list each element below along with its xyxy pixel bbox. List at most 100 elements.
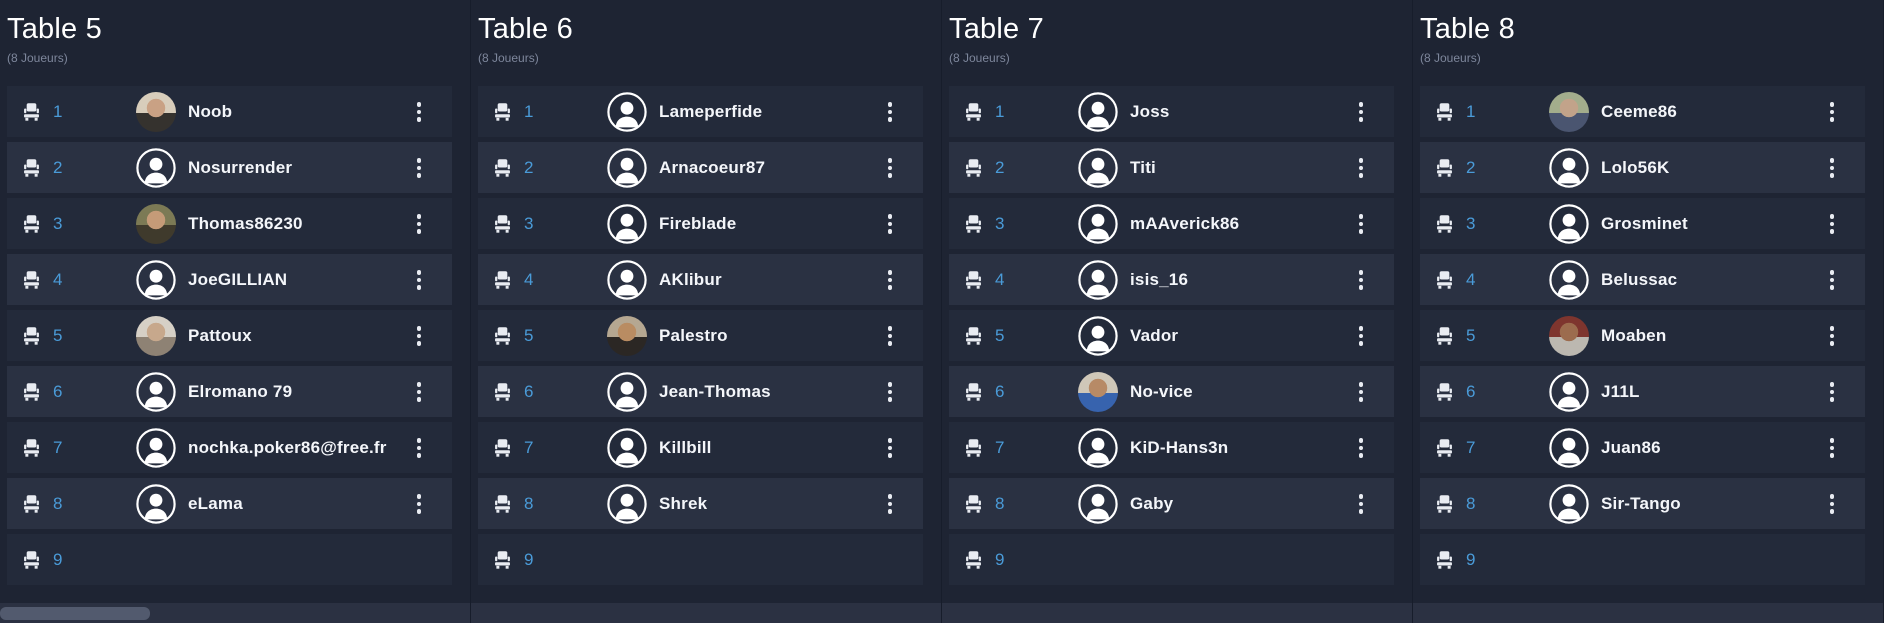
kebab-dot — [887, 326, 893, 331]
player-options-button[interactable] — [412, 210, 426, 238]
chair-icon — [24, 327, 39, 346]
player-options-button[interactable] — [883, 266, 897, 294]
kebab-dot — [887, 214, 893, 219]
table-player-count: (8 Joueurs) — [7, 51, 68, 66]
player-options-button[interactable] — [883, 98, 897, 126]
kebab-dot — [1829, 270, 1835, 275]
player-options-button[interactable] — [1354, 434, 1368, 462]
seat-number: 1 — [1466, 101, 1476, 121]
seat-row: 3 Thomas86230 — [7, 198, 452, 250]
kebab-dot — [887, 501, 893, 507]
player-name: Lameperfide — [659, 101, 763, 121]
player-options-button[interactable] — [1354, 266, 1368, 294]
player-avatar — [607, 92, 647, 132]
player-options-button[interactable] — [1825, 98, 1839, 126]
player-options-button[interactable] — [1354, 490, 1368, 518]
horizontal-scrollbar-thumb[interactable] — [0, 607, 150, 620]
player-options-button[interactable] — [1825, 154, 1839, 182]
seat-row: 1 Lameperfide — [478, 86, 923, 138]
player-options-button[interactable] — [1825, 434, 1839, 462]
player-name: mAAverick86 — [1130, 213, 1240, 233]
player-name: Shrek — [659, 493, 708, 513]
player-options-button[interactable] — [1825, 322, 1839, 350]
player-options-button[interactable] — [883, 322, 897, 350]
seat-row: 5 Moaben — [1420, 310, 1865, 362]
player-options-button[interactable] — [1825, 490, 1839, 518]
seat-cell: 8 — [21, 493, 136, 514]
player-options-button[interactable] — [412, 490, 426, 518]
seat-cell: 9 — [492, 549, 607, 570]
player-options-button[interactable] — [412, 154, 426, 182]
user-silhouette-icon — [136, 428, 176, 468]
kebab-dot — [416, 453, 422, 458]
player-options-button[interactable] — [412, 322, 426, 350]
table-title: Table 7 — [949, 13, 1044, 45]
seat-number: 4 — [995, 269, 1005, 289]
player-options-button[interactable] — [1825, 210, 1839, 238]
player-avatar — [136, 91, 176, 132]
seat-cell: 1 — [963, 101, 1078, 122]
seat-list: 1 Ceeme86 2 — [1420, 86, 1865, 586]
kebab-dot — [887, 333, 893, 339]
player-options-button[interactable] — [883, 378, 897, 406]
chair-icon — [24, 439, 39, 458]
kebab-dot — [416, 214, 422, 219]
player-options-button[interactable] — [412, 378, 426, 406]
player-options-button[interactable] — [412, 266, 426, 294]
kebab-dot — [1829, 494, 1835, 499]
seat-row: 2 Nosurrender — [7, 142, 452, 194]
kebab-dot — [1358, 494, 1364, 499]
player-options-button[interactable] — [412, 434, 426, 462]
player-options-button[interactable] — [883, 434, 897, 462]
kebab-dot — [1829, 453, 1835, 458]
player-avatar — [1549, 315, 1589, 356]
seat-number: 3 — [53, 213, 63, 233]
player-name: Belussac — [1601, 269, 1678, 289]
seat-row: 3 Fireblade — [478, 198, 923, 250]
seat-number: 9 — [995, 549, 1005, 569]
seat-cell: 1 — [21, 101, 136, 122]
seat-row: 1 Noob — [7, 86, 452, 138]
kebab-dot — [416, 326, 422, 331]
chair-icon — [495, 495, 510, 514]
player-options-button[interactable] — [883, 490, 897, 518]
seat-row: 7 Killbill — [478, 422, 923, 474]
chair-icon — [24, 271, 39, 290]
seat-cell: 4 — [1434, 269, 1549, 290]
seat-row: 7 nochka.poker86@free.fr — [7, 422, 452, 474]
player-options-button[interactable] — [1354, 322, 1368, 350]
chair-icon — [495, 383, 510, 402]
player-options-button[interactable] — [883, 210, 897, 238]
table-column: Table 7 (8 Joueurs) 1 — [942, 0, 1413, 623]
kebab-dot — [416, 333, 422, 339]
player-avatar — [136, 484, 176, 524]
table-column: Table 8 (8 Joueurs) 1 Ceeme86 — [1413, 0, 1884, 623]
kebab-dot — [887, 173, 893, 178]
kebab-dot — [416, 158, 422, 163]
seat-row: 9 — [478, 534, 923, 586]
player-options-button[interactable] — [1354, 154, 1368, 182]
seat-cell: 6 — [963, 381, 1078, 402]
kebab-dot — [887, 277, 893, 283]
player-options-button[interactable] — [1354, 378, 1368, 406]
player-avatar — [607, 372, 647, 412]
kebab-dot — [887, 285, 893, 290]
player-options-button[interactable] — [1825, 378, 1839, 406]
seat-cell: 4 — [492, 269, 607, 290]
user-silhouette-icon — [1549, 428, 1589, 468]
user-silhouette-icon — [607, 372, 647, 412]
seat-row: 4 Belussac — [1420, 254, 1865, 306]
seat-number: 6 — [53, 381, 63, 401]
player-avatar — [136, 315, 176, 356]
kebab-dot — [1358, 109, 1364, 115]
player-options-button[interactable] — [412, 98, 426, 126]
player-avatar — [607, 428, 647, 468]
player-options-button[interactable] — [1354, 210, 1368, 238]
player-options-button[interactable] — [883, 154, 897, 182]
seat-row: 4 AKlibur — [478, 254, 923, 306]
player-options-button[interactable] — [1825, 266, 1839, 294]
player-options-button[interactable] — [1354, 98, 1368, 126]
kebab-dot — [416, 501, 422, 507]
chair-icon — [1437, 103, 1452, 122]
